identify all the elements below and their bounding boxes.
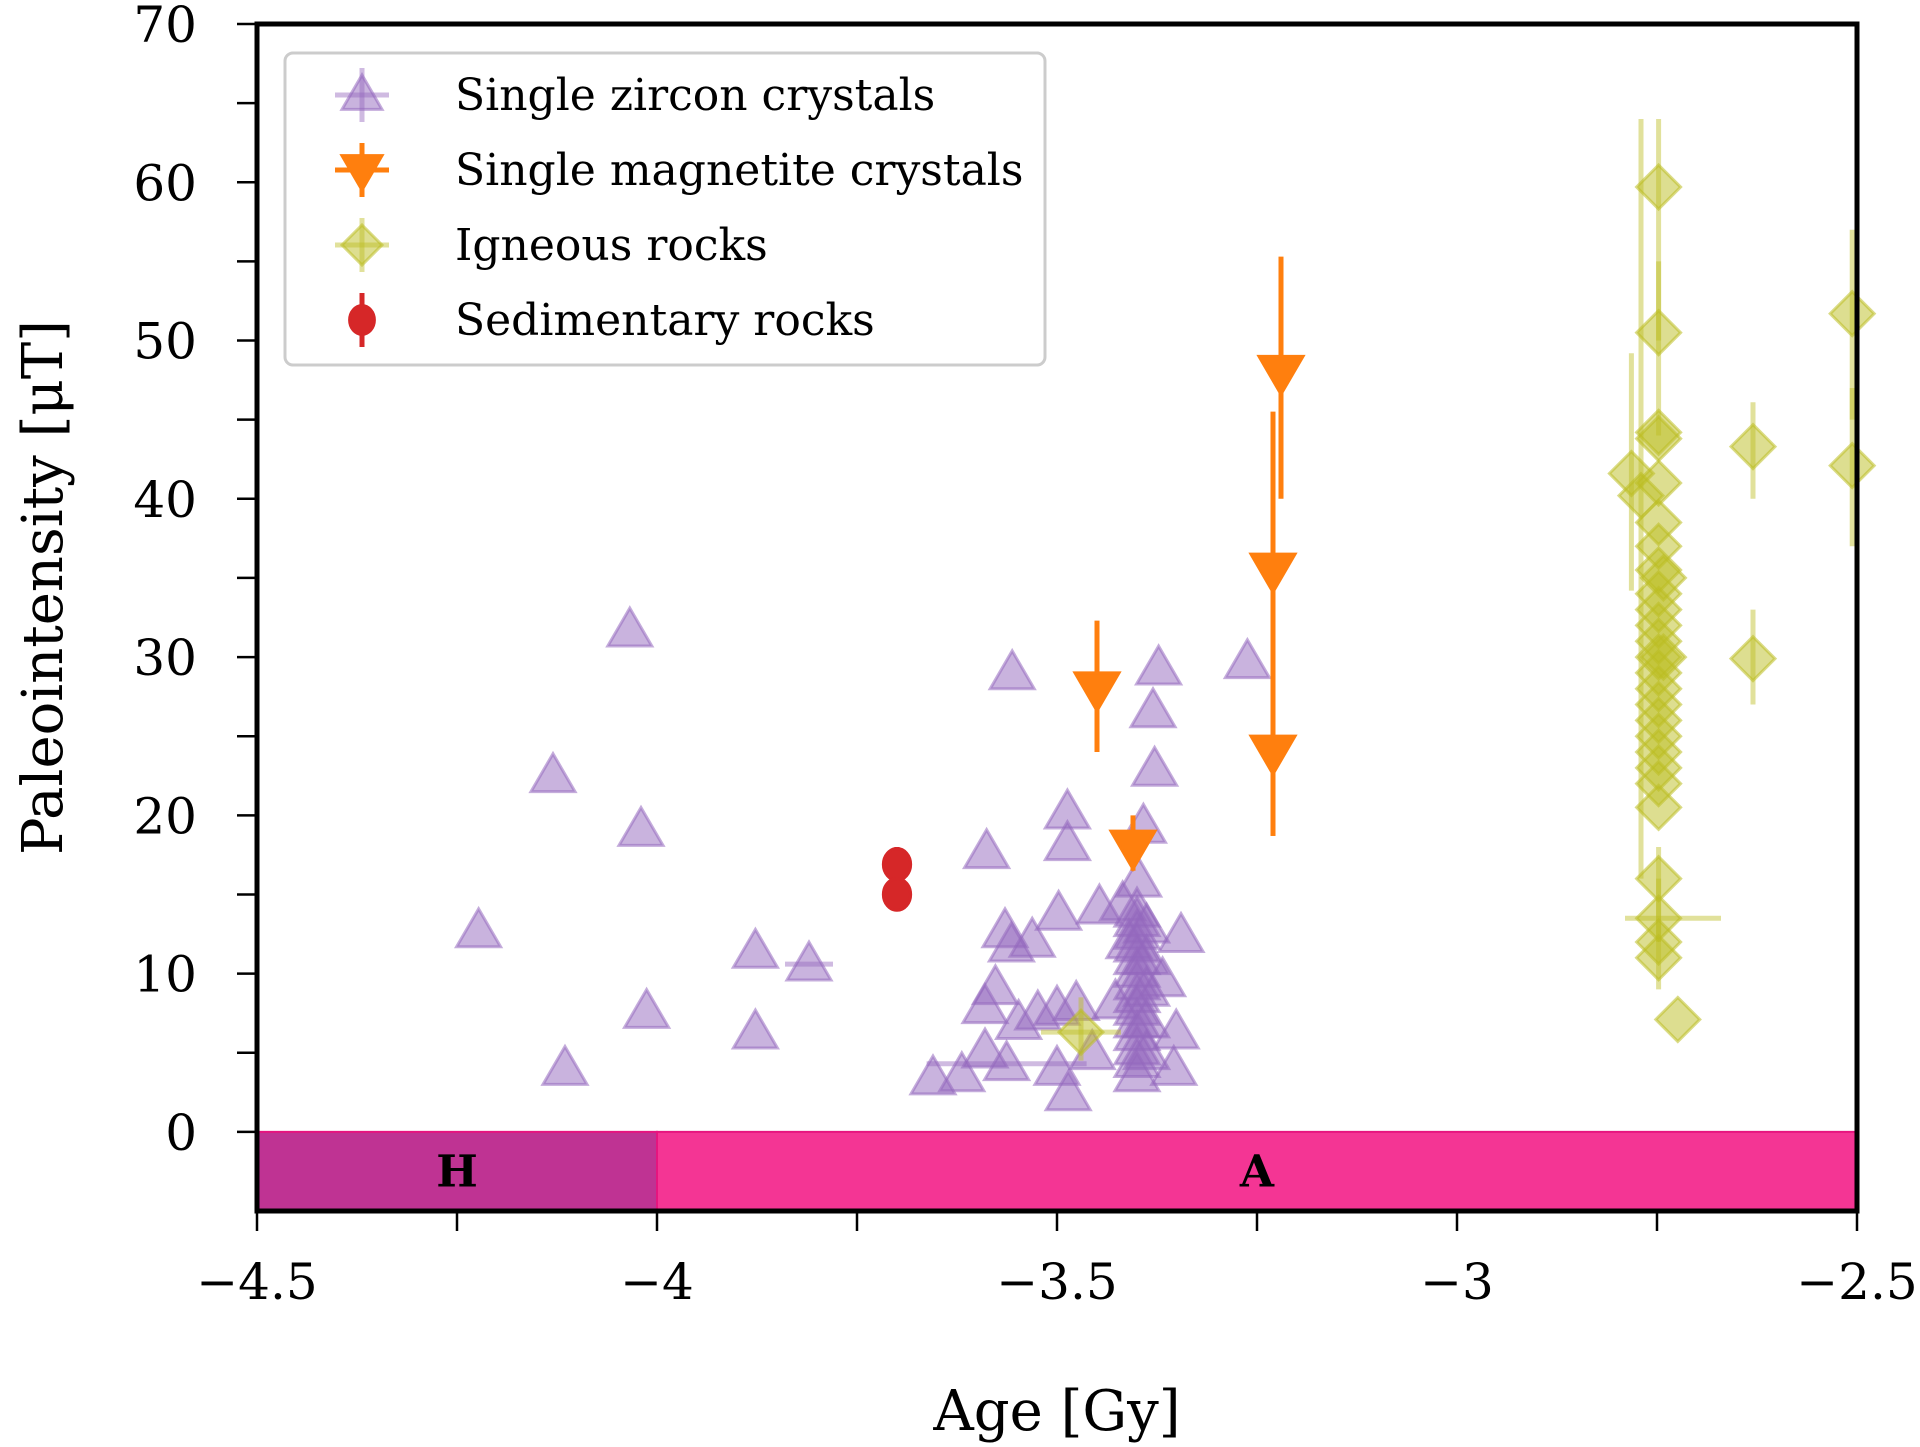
data-point [1043,1068,1093,1112]
data-point [1634,162,1683,212]
legend-marker-icon [339,222,385,268]
series-single-zircon-crystals [453,605,1273,1112]
y-tick-label: 70 [133,0,197,54]
data-point [1222,636,1273,680]
data-point [1248,734,1298,778]
data-point [1033,888,1084,931]
data-point [1639,553,1688,603]
data-point [621,986,672,1029]
legend-item: Sedimentary rocks [348,293,875,347]
legend-marker-icon [348,304,376,336]
data-point [1121,1027,1172,1071]
data-point [1072,671,1122,714]
data-point [528,750,578,794]
y-tick-label: 20 [133,787,197,845]
x-tick-label: −3.5 [996,1253,1117,1311]
legend-label: Sedimentary rocks [455,295,875,346]
y-tick-label: 50 [133,313,197,371]
data-point [540,1043,590,1086]
legend-item: Single magnetite crystals [335,143,1023,197]
data-point [1728,422,1778,471]
data-point [1104,916,1154,960]
eon-band-A [656,1130,1858,1213]
data-point [981,1038,1032,1082]
data-point [1256,354,1306,398]
data-point [730,1007,781,1050]
legend-item: Single zircon crystals [335,68,935,122]
eon-band-label: A [1239,1146,1275,1197]
x-tick-label: −4.5 [196,1253,317,1311]
data-point [987,647,1037,691]
legend-marker-icon [339,72,385,111]
data-point [1634,783,1683,832]
data-point [881,877,913,912]
data-point [605,605,655,648]
data-point [937,1049,987,1093]
data-point [453,905,504,949]
x-tick-label: −3 [1420,1253,1494,1311]
x-axis-label: Age [Gy] [932,1379,1180,1444]
data-point [1634,308,1683,357]
eon-band-H [256,1130,658,1213]
data-point [1616,471,1666,520]
data-point [616,804,666,847]
data-point [1156,910,1206,953]
eon-band-label: H [436,1146,478,1197]
y-tick-label: 10 [133,946,197,1004]
data-point [1828,289,1877,338]
data-point [961,826,1012,870]
x-tick-label: −2.5 [1796,1253,1917,1311]
data-point [881,847,913,882]
data-series [453,118,1877,1112]
legend-item: Igneous rocks [335,218,768,272]
data-point [1639,632,1688,682]
data-point [1056,1008,1106,1057]
data-point [1121,996,1172,1039]
y-tick-label: 40 [133,471,197,529]
legend-box [283,51,1047,367]
series-igneous-rocks [1041,118,1877,1061]
x-axis-ticks: −4.5 −4 −3.5 −3 −2.5 [196,1211,1918,1311]
y-axis-ticks: 0 10 20 30 40 50 60 70 [133,0,257,1162]
series-sedimentary-rocks [881,846,913,912]
data-point [1007,915,1057,958]
y-axis-label: Paleointensity [μT] [11,320,76,855]
data-point [1828,441,1877,490]
data-point [730,926,781,969]
y-tick-label: 60 [133,154,197,212]
data-point [784,939,834,982]
y-tick-label: 30 [133,629,197,687]
series-single-magnetite-crystals [1072,256,1306,872]
legend-label: Igneous rocks [455,220,768,271]
data-point [1133,643,1184,686]
legend: Single zircon crystals Single magnetite c… [283,51,1047,367]
data-point [1108,829,1158,872]
data-point [1128,685,1178,729]
data-point [1653,995,1702,1044]
legend-label: Single zircon crystals [455,70,935,121]
legend-label: Single magnetite crystals [455,145,1023,196]
data-point [1042,818,1093,862]
data-point [1129,744,1180,787]
legend-marker-icon [339,154,385,193]
data-point [1121,964,1172,1007]
y-tick-label: 0 [165,1104,197,1162]
x-tick-label: −4 [620,1253,694,1311]
data-point [1728,634,1778,683]
data-point [960,981,1010,1025]
data-point [1634,933,1683,982]
